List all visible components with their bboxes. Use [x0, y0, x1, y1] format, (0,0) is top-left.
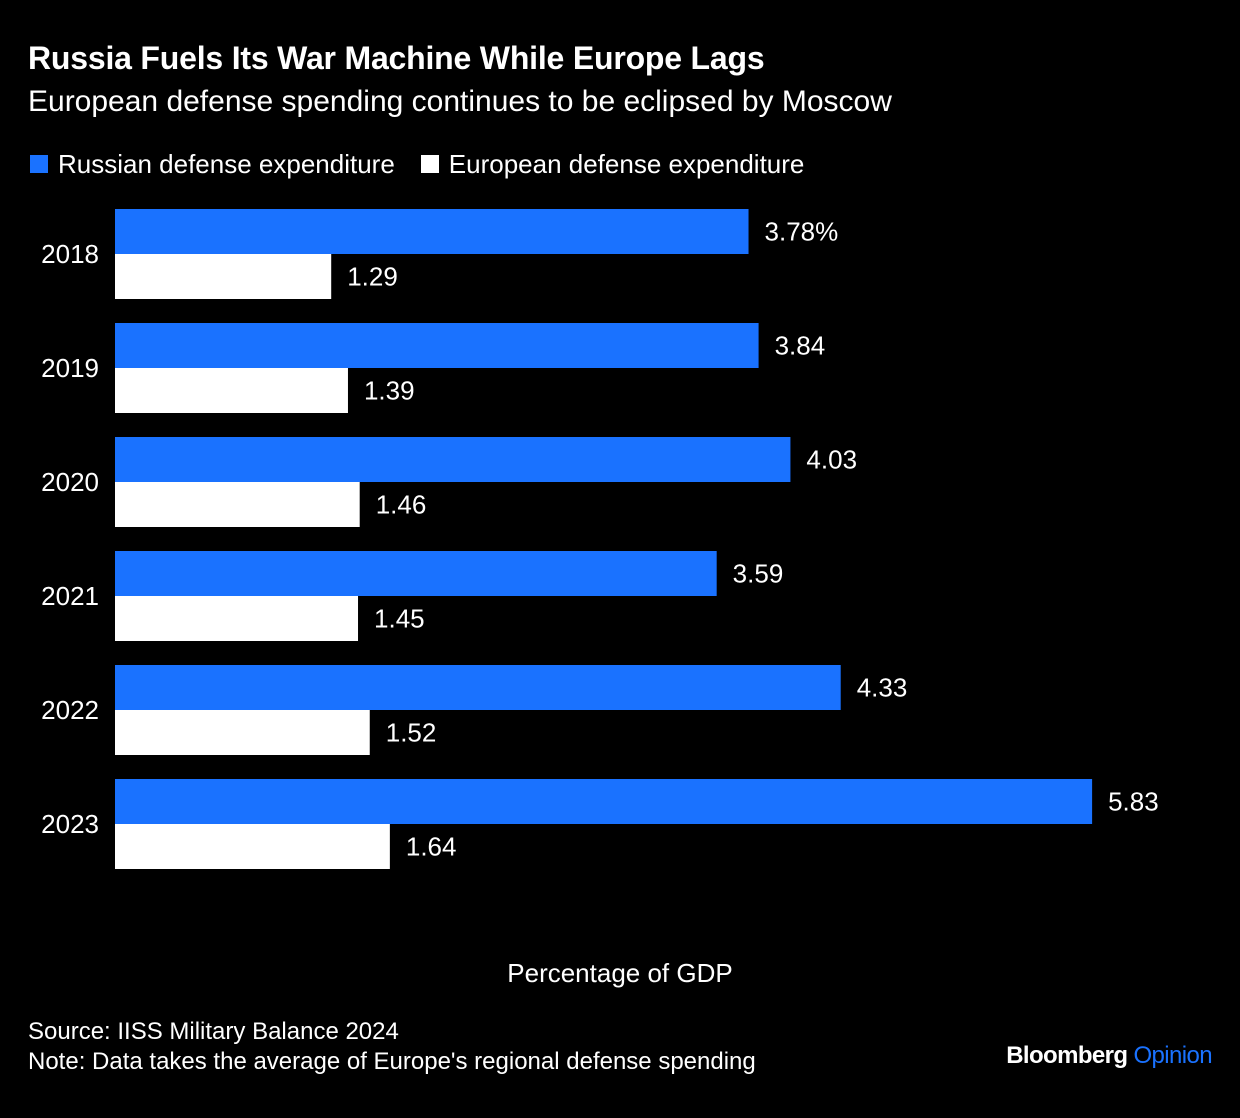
y-tick-label-2023: 2023: [41, 809, 99, 839]
x-axis-label: Percentage of GDP: [507, 958, 733, 988]
legend-swatch-europe: [420, 155, 439, 173]
data-label-russia-2023: 5.83: [1108, 787, 1159, 817]
legend-item-russia: Russian defense expenditure: [30, 149, 395, 180]
data-label-europe-2018: 1.29: [347, 262, 398, 292]
y-tick-label-2018: 2018: [41, 239, 99, 269]
data-label-europe-2023: 1.64: [406, 832, 457, 862]
footer: Source: IISS Military Balance 2024 Note:…: [28, 1017, 756, 1077]
bar-russia-2019: [115, 323, 759, 368]
bar-europe-2022: [115, 710, 370, 755]
legend-item-europe: European defense expenditure: [420, 148, 805, 180]
brand-name: Bloomberg: [1006, 1042, 1128, 1069]
chart-title: Russia Fuels Its War Machine While Europ…: [28, 40, 765, 76]
bar-europe-2019: [115, 368, 348, 413]
data-label-europe-2022: 1.52: [386, 718, 437, 748]
y-tick-label-2021: 2021: [41, 581, 99, 611]
bar-russia-2018: [115, 209, 749, 254]
bar-russia-2021: [115, 551, 717, 596]
data-label-russia-2021: 3.59: [733, 559, 784, 589]
data-label-russia-2019: 3.84: [775, 331, 826, 361]
bar-europe-2020: [115, 482, 360, 527]
legend-label-russia: Russian defense expenditure: [58, 148, 395, 179]
bar-europe-2018: [115, 254, 332, 299]
source-note: Source: IISS Military Balance 2024: [28, 1018, 399, 1045]
data-label-russia-2018: 3.78%: [765, 217, 839, 247]
bar-russia-2020: [115, 437, 791, 482]
bar-europe-2021: [115, 596, 359, 641]
chart-subtitle: European defense spending continues to b…: [28, 85, 892, 118]
y-tick-label-2020: 2020: [41, 467, 99, 497]
data-label-russia-2022: 4.33: [857, 673, 908, 703]
data-label-europe-2021: 1.45: [374, 604, 425, 634]
legend-swatch-russia: [30, 155, 48, 173]
data-label-europe-2019: 1.39: [364, 376, 415, 406]
y-tick-label-2022: 2022: [41, 695, 99, 725]
legend-label-europe: European defense expenditure: [448, 148, 805, 179]
brand-section: Opinion: [1133, 1042, 1212, 1069]
bar-russia-2022: [115, 665, 841, 710]
data-label-europe-2020: 1.46: [376, 490, 427, 520]
bar-russia-2023: [115, 779, 1093, 824]
brand-logo: Bloomberg Opinion: [1006, 1042, 1212, 1070]
legend: Russian defense expenditure European def…: [30, 147, 830, 181]
y-tick-label-2019: 2019: [41, 353, 99, 383]
bar-europe-2023: [115, 824, 390, 869]
data-label-russia-2020: 4.03: [806, 445, 857, 475]
data-note: Note: Data takes the average of Europe's…: [28, 1048, 756, 1075]
bar-chart: 2018 3.78% 1.29 2019 3.84 1.39 2020 4.03 1.46 202…: [41, 209, 1159, 869]
